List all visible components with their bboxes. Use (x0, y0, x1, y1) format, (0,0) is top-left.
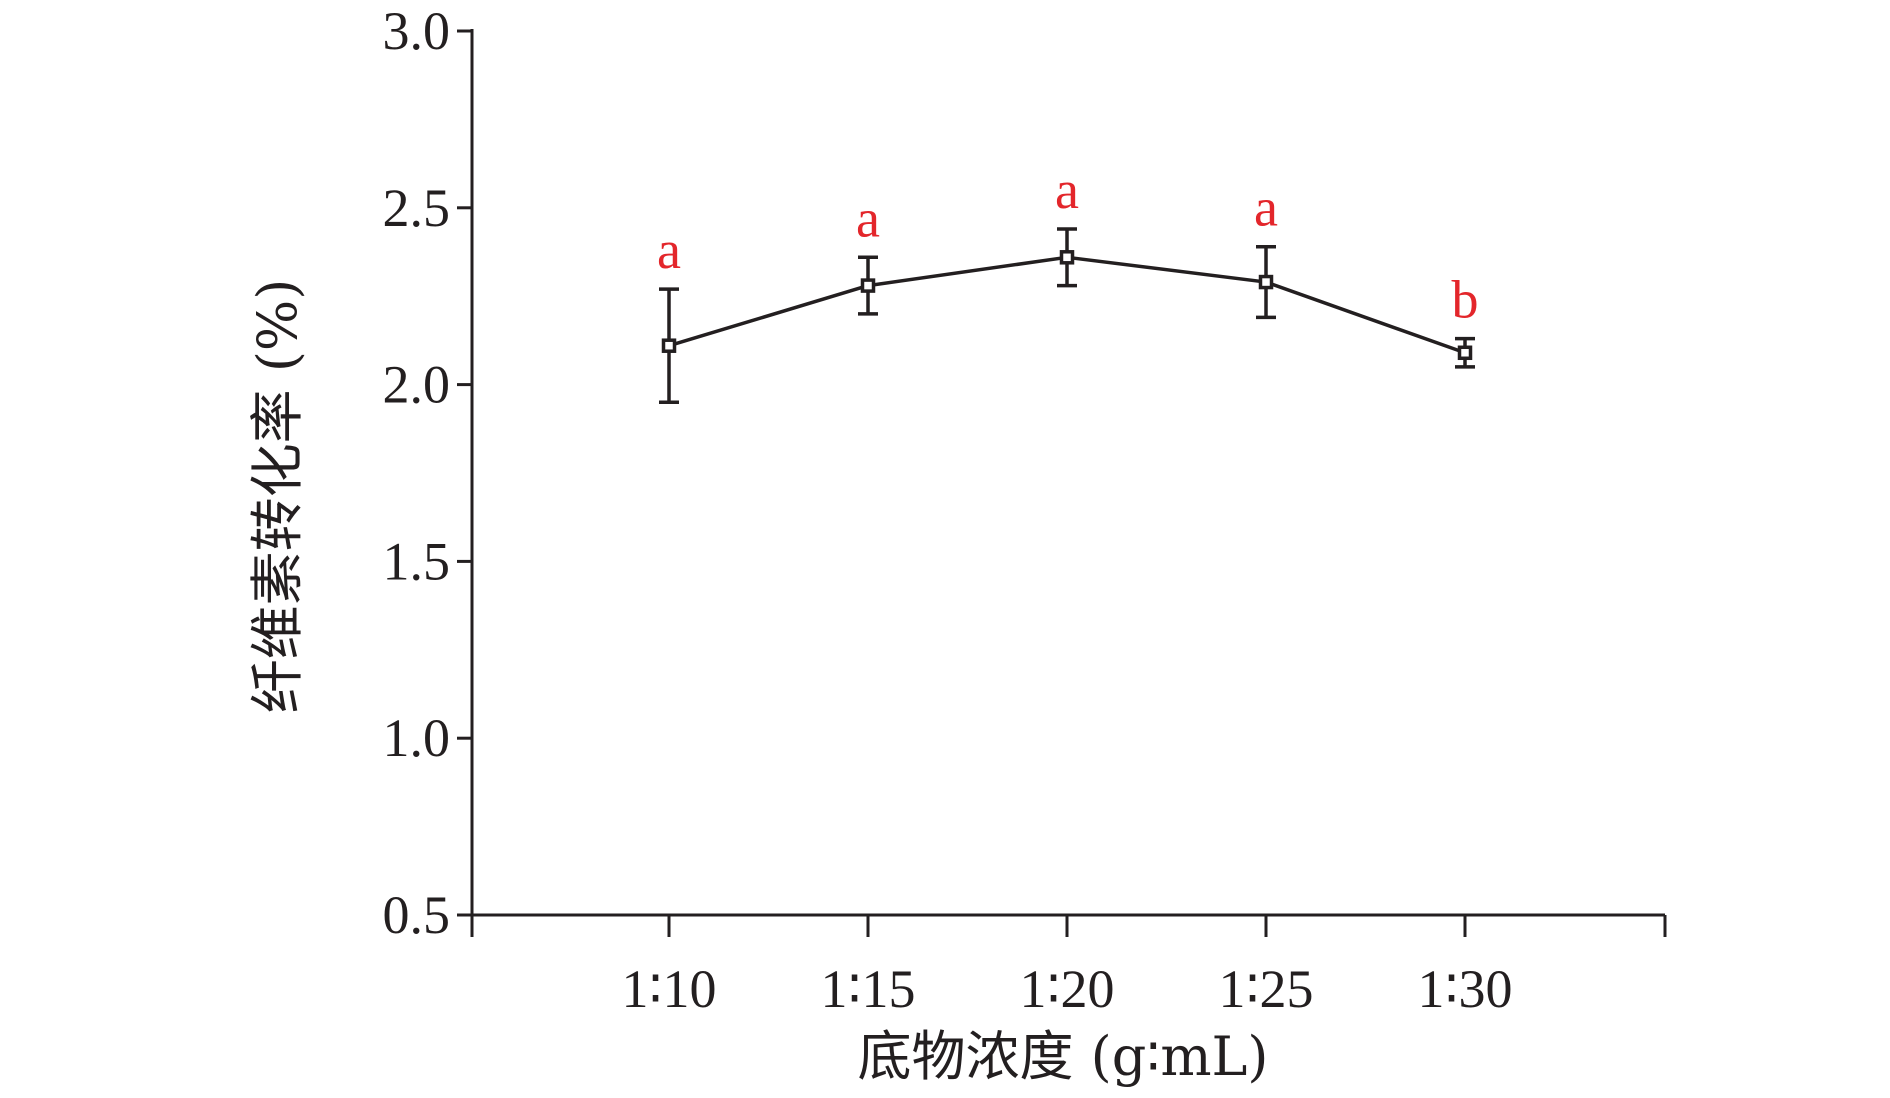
chart-marks: a a a a b (657, 160, 1479, 405)
significance-label: b (1452, 270, 1479, 330)
y-tick-label: 1.5 (383, 531, 451, 591)
x-tick-label: 1∶20 (1019, 959, 1114, 1019)
x-tick-label: 1∶15 (820, 959, 915, 1019)
y-tick-label: 2.5 (383, 178, 451, 238)
x-axis-title: 底物浓度 (g∶mL) (858, 1025, 1269, 1088)
data-point (1457, 345, 1473, 361)
x-tick-label: 1∶25 (1218, 959, 1313, 1019)
axes: 0.5 1.0 1.5 2.0 2.5 3.0 1∶10 1∶15 1∶20 1∶25 1∶30 (383, 1, 1667, 1019)
y-tick-label: 3.0 (383, 1, 451, 61)
data-point (1258, 274, 1274, 290)
x-tick-label: 1∶30 (1417, 959, 1512, 1019)
significance-label: a (1055, 160, 1079, 220)
data-point (860, 278, 876, 293)
data-point (661, 338, 677, 353)
y-tick-label: 0.5 (383, 885, 451, 945)
significance-label: a (856, 188, 880, 248)
y-axis-title: 纤维素转化率 (%) (246, 279, 309, 714)
y-tick-label: 1.0 (383, 708, 451, 768)
data-point (1059, 250, 1075, 265)
x-tick-label: 1∶10 (621, 959, 716, 1019)
y-tick-label: 2.0 (383, 355, 451, 415)
significance-label: a (1254, 178, 1278, 238)
significance-label: a (657, 220, 681, 280)
